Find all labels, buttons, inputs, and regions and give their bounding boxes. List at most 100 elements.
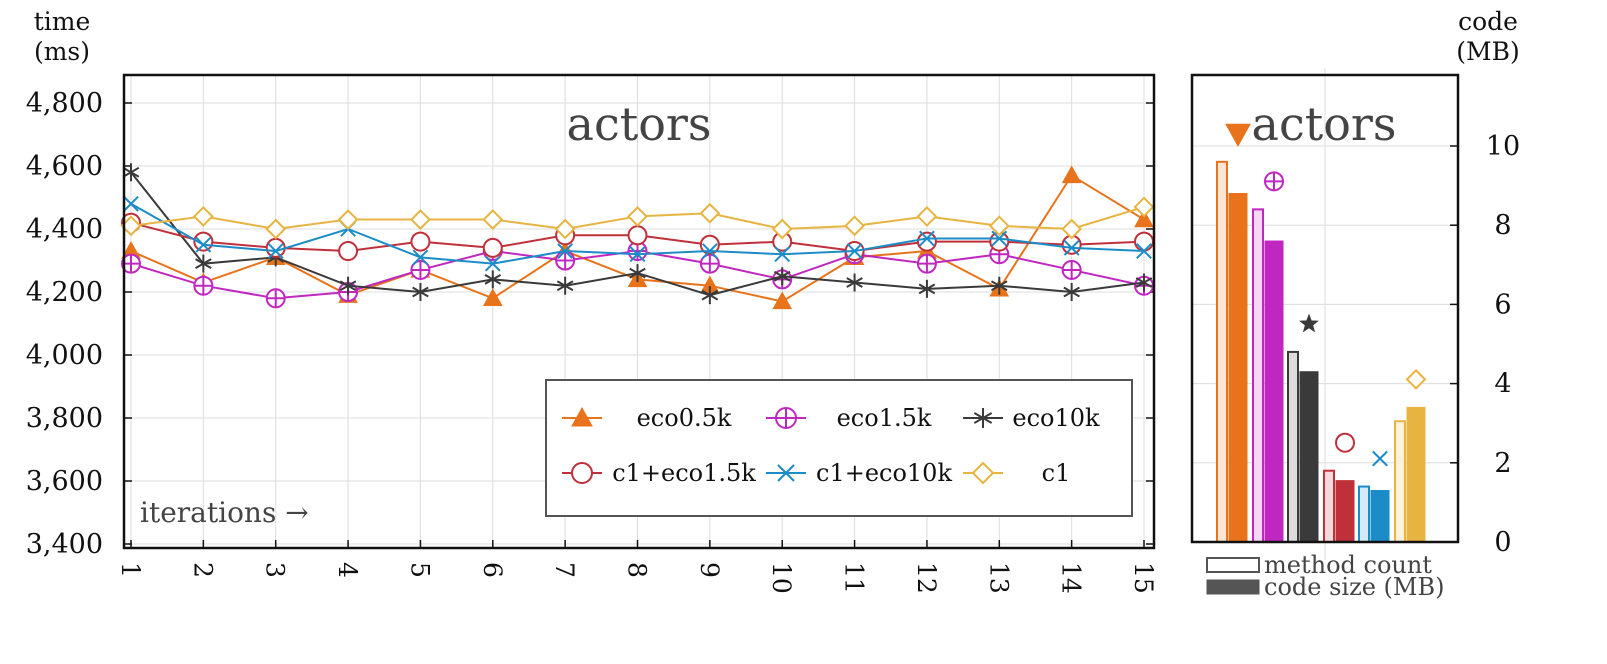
data-point (774, 246, 791, 263)
line-chart-panel: time (ms) 3,400 3,600 3,800 4,000 4,200 4,400… (26, 7, 1158, 594)
line-x-axis-ticks: 1 2 3 4 5 6 7 8 9 10 11 12 13 14 15 (116, 540, 1158, 594)
line-xtick-label: 1 (116, 562, 145, 578)
data-point (557, 243, 574, 259)
bar-ylabel-line2: (MB) (1456, 37, 1519, 66)
data-point (773, 267, 791, 286)
line-xtick-label: 10 (767, 562, 796, 594)
data-point (844, 215, 865, 237)
bar-group-c1+eco1.5k (1323, 432, 1355, 543)
line-legend: eco0.5k eco1.5k eco10k c1+eco1.5k c1+eco10k c… (545, 379, 1133, 517)
bar-legend-item: code size (MB) (1206, 573, 1445, 601)
line-ytick-label: 4,400 (26, 214, 103, 245)
data-point (629, 264, 646, 283)
legend-label: eco1.5k (837, 404, 932, 432)
line-xtick-label: 5 (405, 562, 434, 578)
bar-group-c1+eco10k (1358, 450, 1390, 543)
legend-label: eco10k (1012, 404, 1100, 432)
data-point (772, 291, 793, 310)
data-point (699, 234, 720, 255)
data-point (1134, 231, 1154, 252)
legend-marker (971, 461, 995, 485)
code-size-bar (1264, 240, 1284, 543)
data-point (1063, 283, 1080, 301)
data-point (482, 209, 504, 230)
bar-ytick-label: 4 (1494, 369, 1511, 400)
bar-ytick-label: 0 (1494, 527, 1511, 558)
data-point (122, 163, 140, 182)
bar-ylabel-line1: code (1458, 7, 1518, 36)
data-point (267, 243, 284, 259)
legend-label: c1+eco10k (816, 459, 952, 487)
legend-item-eco0.5k: eco0.5k (562, 404, 732, 432)
line-xtick-label: 3 (261, 562, 290, 578)
line-ytick-label: 4,600 (26, 151, 103, 182)
data-point (846, 243, 863, 259)
data-point (482, 288, 503, 306)
data-point (1136, 243, 1152, 259)
bar-legend-item: method count (1206, 551, 1432, 579)
code-size-bar (1370, 490, 1390, 543)
bar-marker (1264, 171, 1284, 192)
code-size-bar (1228, 193, 1248, 543)
data-point (991, 230, 1008, 247)
line-y-axis-ticks: 3,400 3,600 3,800 4,000 4,200 4,400 4,600 4,800 (26, 88, 1154, 560)
line-xtick-label: 12 (912, 562, 941, 594)
legend-swatch-outline (1206, 557, 1260, 573)
legend-marker (777, 464, 795, 482)
line-ytick-label: 3,800 (26, 403, 103, 434)
data-point (265, 218, 287, 240)
bar-group-eco1.5k (1252, 171, 1284, 544)
bar-ytick-label: 2 (1494, 448, 1511, 479)
data-point (701, 286, 719, 305)
legend-item-c1: c1 (963, 459, 1070, 487)
line-ytick-label: 3,600 (26, 466, 103, 497)
data-point (627, 205, 648, 227)
data-point (916, 231, 937, 252)
data-point (195, 254, 212, 273)
data-point (195, 236, 212, 253)
data-point (699, 202, 721, 224)
bar-y-axis-ticks: 0 2 4 6 8 10 (1450, 131, 1520, 558)
data-point (1134, 209, 1154, 228)
method-count-bar (1323, 469, 1335, 543)
series-c1+eco10k (123, 195, 1152, 272)
legend-label: c1+eco1.5k (612, 459, 756, 487)
data-point (410, 259, 431, 280)
legend-label: c1 (1042, 459, 1071, 487)
method-count-bar (1216, 160, 1228, 543)
data-point (482, 237, 503, 258)
data-point (555, 250, 576, 271)
legend-box (545, 379, 1133, 517)
line-xtick-label: 9 (695, 562, 724, 578)
line-plot-frame (122, 73, 1156, 550)
legend-marker (571, 462, 593, 484)
line-xtick-label: 2 (188, 562, 217, 578)
line-xtick-label: 6 (478, 562, 507, 578)
line-ylabel-line2: (ms) (34, 37, 90, 66)
line-xtick-label: 11 (840, 562, 869, 594)
data-point (771, 218, 793, 240)
data-point (412, 249, 429, 266)
data-point (1061, 218, 1083, 240)
line-ytick-label: 3,400 (26, 529, 103, 560)
data-point (916, 253, 937, 274)
data-point (484, 270, 502, 289)
legend-item-c1+eco1.5k: c1+eco1.5k (562, 459, 756, 487)
data-point (123, 195, 139, 212)
data-point (1061, 165, 1082, 184)
data-point (556, 276, 574, 295)
line-xtick-label: 4 (333, 562, 362, 578)
bar-chart-panel: code (MB) 0 2 4 6 8 10 actors method countcod… (1190, 7, 1520, 601)
data-point (1133, 196, 1155, 218)
data-point (918, 279, 936, 298)
legend-item-eco1.5k: eco1.5k (766, 404, 932, 432)
line-ytick-label: 4,200 (26, 277, 103, 308)
code-size-bar (1299, 371, 1319, 543)
line-xlabel: iterations → (140, 496, 309, 529)
line-xtick-label: 14 (1057, 562, 1086, 594)
bar-legend-label: code size (MB) (1264, 573, 1445, 601)
bar-group-c1 (1394, 368, 1427, 543)
bar-series-group (1216, 123, 1427, 544)
bar-plot-frame (1190, 73, 1460, 544)
